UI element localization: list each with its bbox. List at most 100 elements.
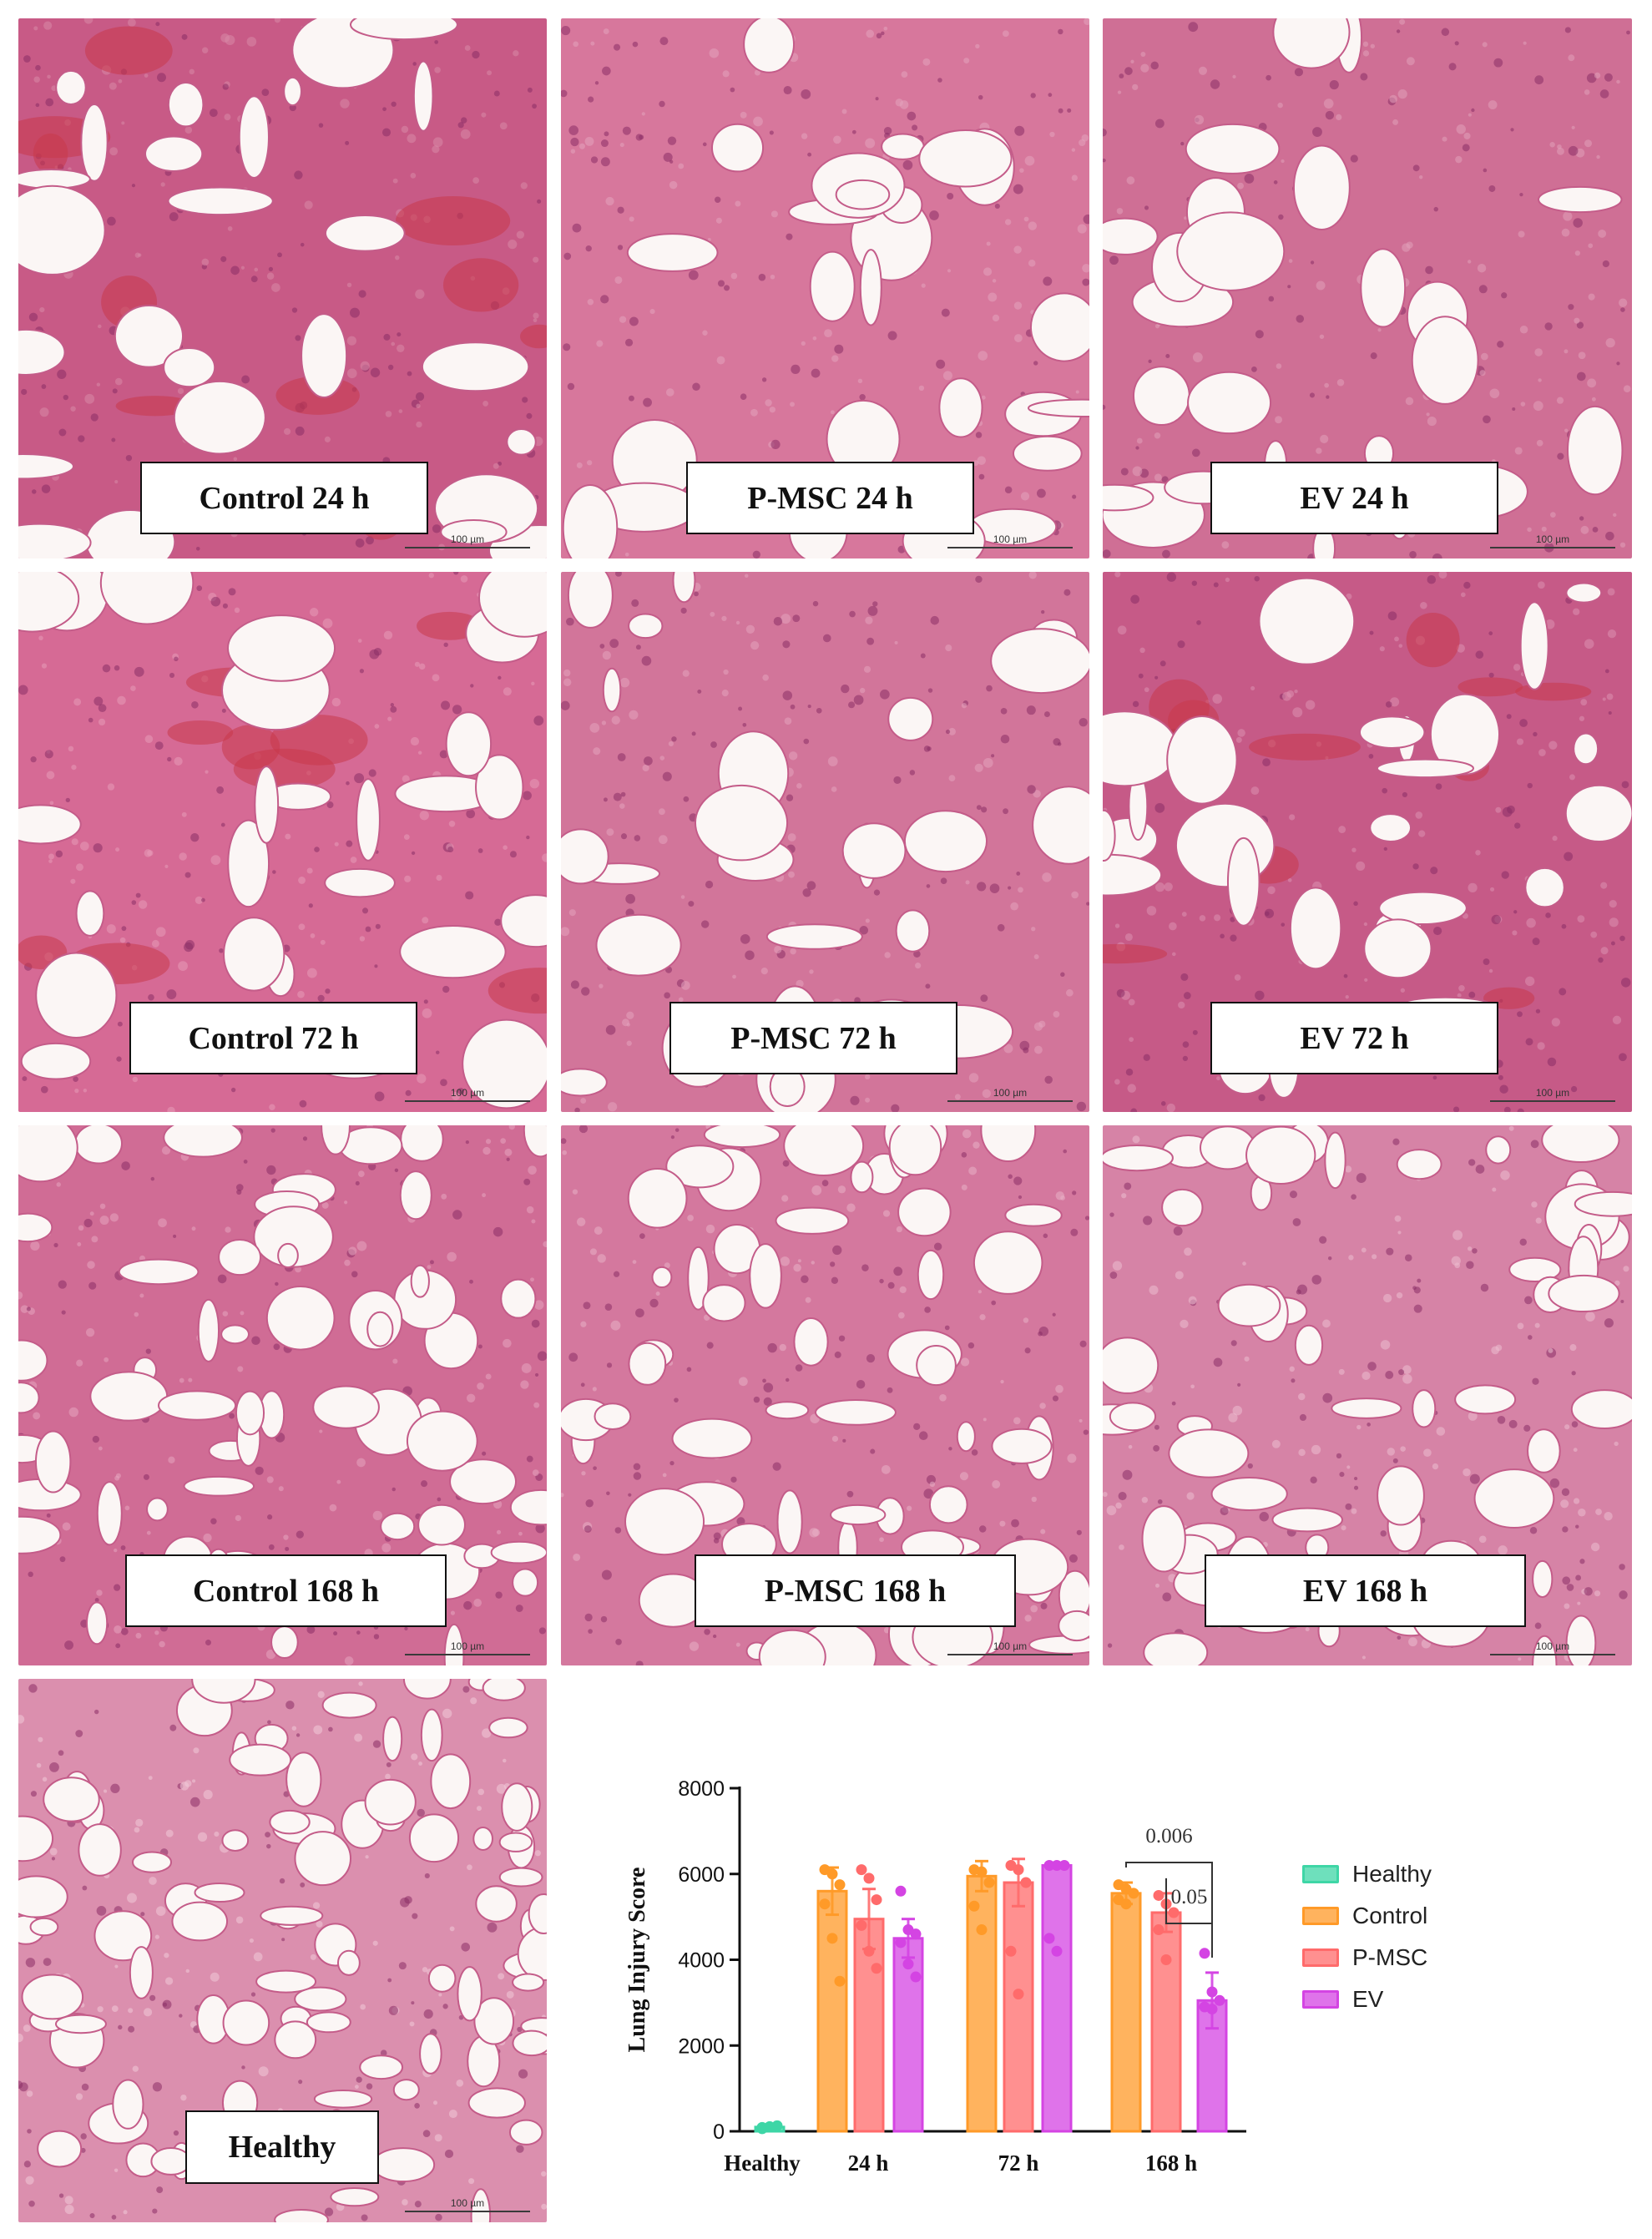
data-point [856, 1864, 867, 1876]
bar [1003, 1881, 1034, 2133]
data-point [895, 1937, 907, 1948]
bar [1150, 1911, 1182, 2133]
scale-bar: 100 µm [405, 2197, 530, 2214]
legend-item: Control [1302, 1895, 1553, 1937]
data-point [826, 1933, 838, 1944]
scale-bar: 100 µm [947, 533, 1073, 550]
data-point [1043, 1933, 1055, 1944]
y-tick-label: 2000 [678, 2034, 725, 2058]
panel-label: EV 24 h [1210, 462, 1498, 534]
bar [853, 1918, 885, 2133]
scale-bar-label: 100 µm [993, 1087, 1028, 1099]
data-point [1051, 1859, 1063, 1871]
panel-label: Control 72 h [129, 1002, 417, 1074]
data-point [871, 1894, 882, 1906]
data-point [902, 1958, 914, 1970]
data-point [834, 1879, 846, 1891]
p-value-label: 0.006 [1145, 1825, 1192, 1847]
legend-swatch [1302, 1990, 1339, 2009]
scale-bar: 100 µm [947, 1087, 1073, 1104]
x-group-label: Healthy [724, 2151, 801, 2176]
scale-bar-label: 100 µm [1535, 533, 1570, 545]
legend-swatch [1302, 1865, 1339, 1883]
significance-bracket [1165, 1878, 1213, 1958]
scale-bar-label: 100 µm [993, 1640, 1028, 1652]
panel-label: Control 168 h [125, 1554, 447, 1627]
chart-svg: 0 2000 4000 6000 8000 Lung Injury Score Health… [624, 1777, 1246, 2176]
scale-bar-label: 100 µm [450, 2197, 485, 2209]
data-point [1043, 1859, 1055, 1871]
data-point [1214, 1994, 1225, 2006]
legend-label: Control [1352, 1903, 1428, 1928]
data-point [1206, 1986, 1218, 1998]
data-point [910, 1971, 922, 1983]
panel-label: Healthy [185, 2110, 379, 2184]
panel-label: P-MSC 168 h [695, 1554, 1016, 1627]
legend-swatch [1302, 1907, 1339, 1925]
data-point [1120, 1898, 1132, 1910]
legend-label: P-MSC [1352, 1944, 1428, 1970]
data-point [834, 1975, 846, 1987]
panel-label: P-MSC 24 h [686, 462, 974, 534]
y-tick-label: 6000 [678, 1863, 725, 1887]
bar [1196, 1999, 1228, 2133]
legend-item: EV [1302, 1979, 1553, 2020]
bar [1041, 1863, 1073, 2133]
data-point [863, 1873, 875, 1884]
x-group-label: 72 h [998, 2151, 1039, 2176]
bar [1110, 1892, 1142, 2133]
scale-bar: 100 µm [1490, 1640, 1615, 1657]
scale-bar: 100 µm [947, 1640, 1073, 1657]
scale-bar-label: 100 µm [1535, 1640, 1570, 1652]
legend-label: EV [1352, 1986, 1384, 2012]
y-tick-label: 4000 [678, 1949, 725, 1973]
scale-bar-label: 100 µm [450, 1087, 485, 1099]
data-point [863, 1945, 875, 1957]
scale-bar-label: 100 µm [450, 1640, 485, 1652]
scale-bar: 100 µm [405, 1087, 530, 1104]
data-point [1058, 1859, 1070, 1871]
significance-bracket [1125, 1862, 1213, 1958]
data-point [1153, 1924, 1164, 1936]
data-point [871, 1963, 882, 1974]
data-point [1153, 1889, 1164, 1901]
scale-bar: 100 µm [405, 533, 530, 550]
legend-item: Healthy [1302, 1853, 1553, 1895]
lung-injury-chart: 0 2000 4000 6000 8000 Lung Injury Score Health… [584, 1678, 1652, 2239]
p-value-label: 0.05 [1171, 1886, 1208, 1908]
scale-bar: 100 µm [405, 1640, 530, 1657]
legend-swatch [1302, 1948, 1339, 1967]
scale-bar: 100 µm [1490, 533, 1615, 550]
data-point [1013, 1989, 1024, 2000]
x-group-label: 24 h [848, 2151, 889, 2176]
data-point [819, 1898, 831, 1910]
scale-bar-label: 100 µm [1535, 1087, 1570, 1099]
data-point [976, 1924, 988, 1936]
data-point [1051, 1945, 1063, 1957]
data-point [1168, 1907, 1180, 1918]
data-point [764, 2120, 775, 2132]
data-point [1020, 1877, 1032, 1888]
data-point [983, 1877, 995, 1888]
y-axis-label: Lung Injury Score [624, 1868, 650, 2053]
panel-label: Control 24 h [140, 462, 428, 534]
data-point [856, 1919, 867, 1931]
chart-legend: Healthy Control P-MSC EV [1302, 1853, 1553, 2020]
legend-item: P-MSC [1302, 1937, 1553, 1979]
data-point [1128, 1888, 1139, 1899]
y-tick-label: 0 [713, 2120, 725, 2144]
panel-label: EV 72 h [1210, 1002, 1498, 1074]
bar [966, 1874, 998, 2133]
histology-panel: 100 µm [561, 1125, 1089, 1665]
data-point [895, 1885, 907, 1897]
scale-bar-label: 100 µm [450, 533, 485, 545]
x-group-label: 168 h [1145, 2151, 1197, 2176]
data-point [910, 1928, 922, 1940]
panel-label: EV 168 h [1205, 1554, 1526, 1627]
data-point [826, 1868, 838, 1880]
scale-bar: 100 µm [1490, 1087, 1615, 1104]
tissue-image [561, 1125, 1089, 1665]
scale-bar-label: 100 µm [993, 533, 1028, 545]
data-point [976, 1866, 988, 1878]
data-point [1160, 1954, 1172, 1965]
